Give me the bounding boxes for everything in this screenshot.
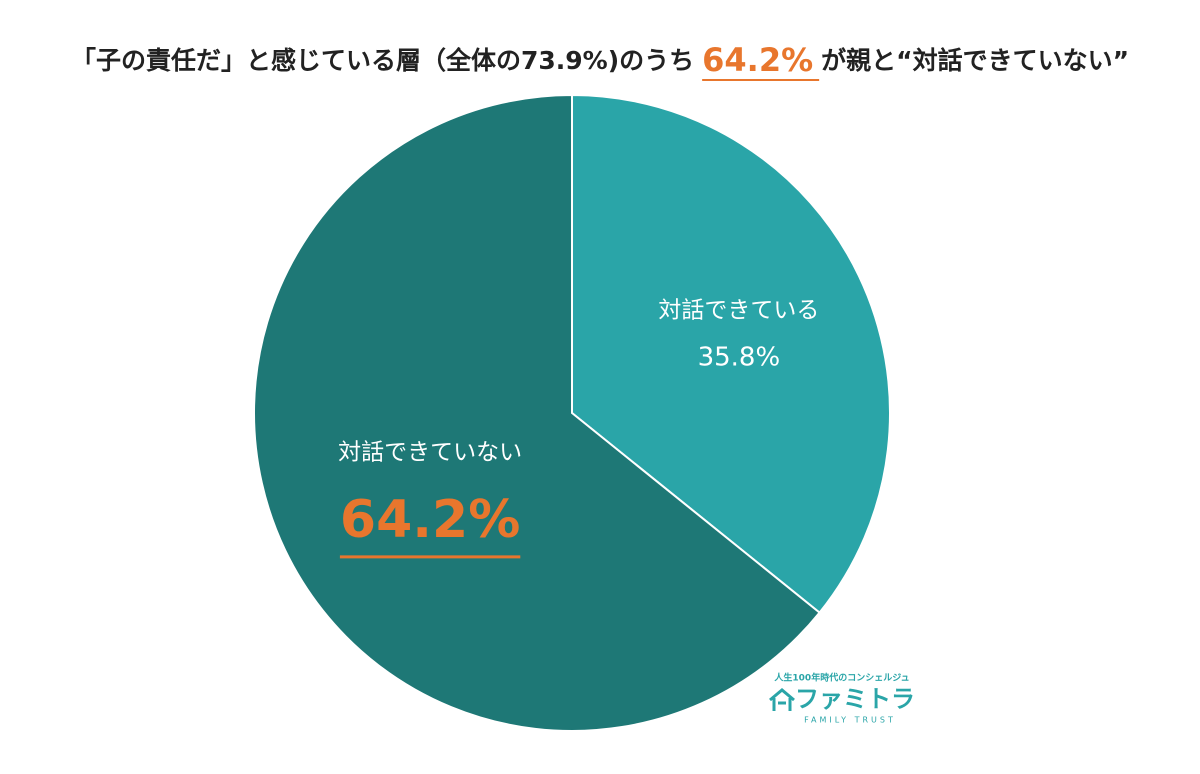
title-part: 「子の責任だ」と感じている層（全体の73.9%)のうち [71, 46, 694, 75]
slice-value-label: 35.8% [698, 343, 781, 373]
logo-sub: FAMILY TRUST [804, 716, 896, 725]
labels: 対話できている 35.8% 対話できていない 64.2% [338, 298, 819, 559]
pie-slice [253, 93, 821, 732]
title-part: が親と“対話できていない” [821, 46, 1129, 75]
logo-icon [769, 688, 795, 711]
pie-slice [571, 93, 891, 615]
chart-title: 「子の責任だ」と感じている層（全体の73.9%)のうち 64.2% が親と“対話でき… [71, 41, 1129, 79]
logo-tagline: 人生100年時代のコンシェルジュ [773, 672, 909, 684]
logo: 人生100年時代のコンシェルジュ ファミトラ FAMILY TRUST [769, 672, 915, 725]
title-part: 64.2% [702, 41, 813, 79]
slice-value-label: 64.2% [340, 490, 520, 550]
logo-name: ファミトラ [795, 685, 915, 713]
slice-category-label: 対話できている [658, 298, 819, 324]
slice-category-label: 対話できていない [338, 439, 522, 465]
pie [253, 93, 891, 732]
